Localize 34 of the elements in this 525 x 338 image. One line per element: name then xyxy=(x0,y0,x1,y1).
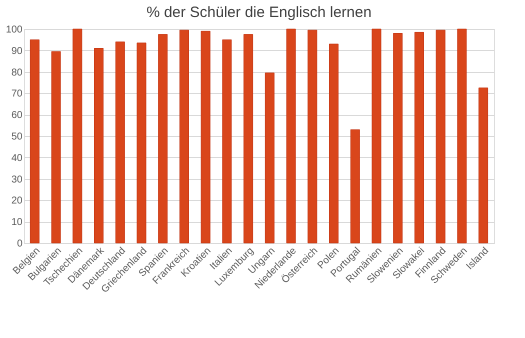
bar xyxy=(329,44,339,244)
bar xyxy=(158,34,168,244)
bar xyxy=(478,88,488,244)
bar xyxy=(244,34,254,244)
bar xyxy=(286,28,296,244)
bar xyxy=(264,72,274,244)
bar xyxy=(414,32,424,244)
y-tick-label: 90 xyxy=(11,46,23,57)
bar xyxy=(115,42,125,244)
bar xyxy=(436,30,446,244)
chart-title: % der Schüler die Englisch lernen xyxy=(146,4,372,21)
bar xyxy=(393,33,403,244)
y-tick-label: 50 xyxy=(11,132,23,142)
bar xyxy=(30,39,40,244)
bar xyxy=(457,28,467,244)
y-tick-label: 30 xyxy=(11,174,23,186)
bar xyxy=(179,30,189,244)
y-tick-label: 40 xyxy=(11,152,23,164)
bar xyxy=(200,30,210,244)
bar xyxy=(350,129,360,244)
y-tick-label: 20 xyxy=(11,196,23,207)
y-tick-label: 10 xyxy=(11,217,23,228)
bar xyxy=(372,28,382,244)
bar xyxy=(94,48,104,244)
y-tick-label: 80 xyxy=(11,67,23,78)
bar xyxy=(72,28,82,244)
bar xyxy=(136,42,146,244)
y-tick-label: 100 xyxy=(6,24,23,36)
y-tick-label: 70 xyxy=(11,88,23,100)
bar xyxy=(51,51,61,244)
y-tick-label: 0 xyxy=(16,238,23,250)
bar xyxy=(308,30,318,244)
y-tick-label: 60 xyxy=(11,110,23,122)
bar xyxy=(222,39,232,244)
